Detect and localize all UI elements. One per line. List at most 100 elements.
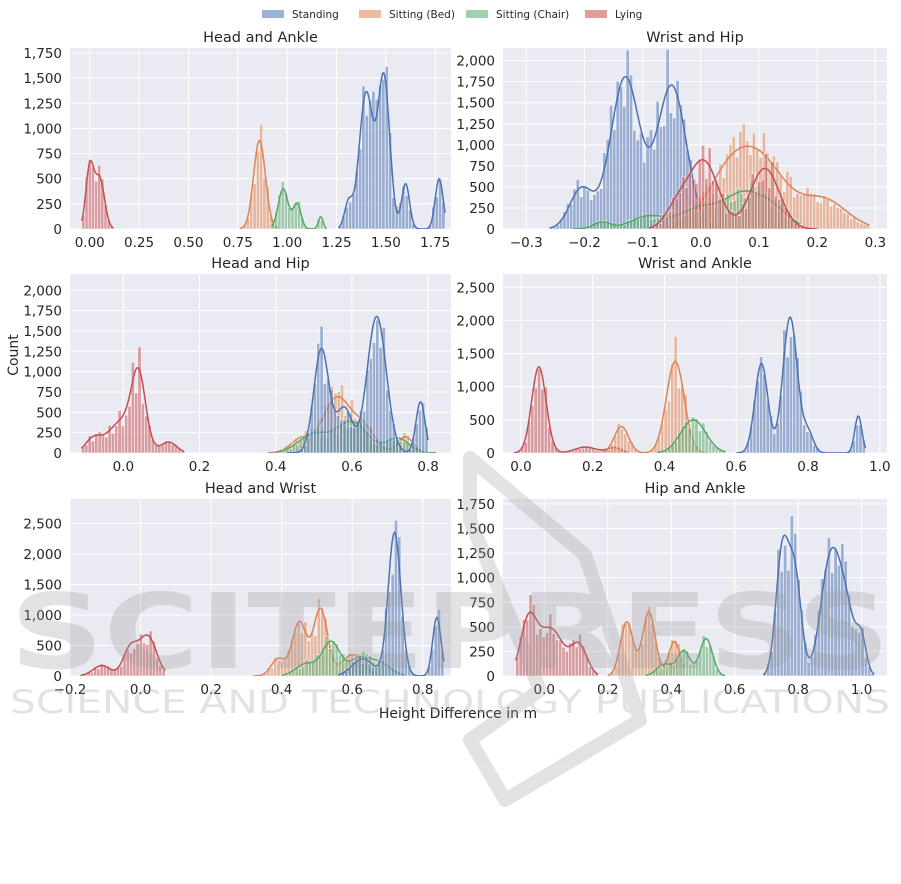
legend-item-sitting-bed-: Sitting (Bed) xyxy=(359,9,455,21)
histogram-bar xyxy=(355,424,360,453)
x-tick-label: 0.0 xyxy=(534,682,555,698)
histogram-bar xyxy=(100,178,105,229)
legend-label: Standing xyxy=(292,9,339,21)
y-tick-label: 1,000 xyxy=(456,571,495,587)
watermark-sub: SCIENCE AND TECHNOLOGY PUBLICATIONS xyxy=(10,683,890,721)
histogram-bar xyxy=(319,326,324,453)
legend-label: Sitting (Bed) xyxy=(389,9,455,21)
y-tick-label: 250 xyxy=(469,644,495,660)
histogram-bar xyxy=(117,410,122,453)
histogram-bar xyxy=(691,178,696,229)
histogram-bar xyxy=(434,196,439,229)
histogram-bar xyxy=(84,444,89,453)
y-tick-label: 1,500 xyxy=(23,577,62,593)
histogram-bar xyxy=(259,124,264,229)
histogram-bar xyxy=(808,192,813,229)
histogram-bar xyxy=(708,441,713,453)
plot-marks xyxy=(80,520,445,676)
y-tick-label: 0 xyxy=(486,669,495,685)
histogram-bar xyxy=(94,433,99,453)
histogram-bar xyxy=(668,210,672,229)
histogram-bar xyxy=(290,207,295,229)
panel-head-and-wrist: −0.2 0.0 0.2 0.4 0.6 0.8 0 500 1,000 1,500 2,000 2,… xyxy=(23,481,451,698)
histogram-bar xyxy=(375,319,380,453)
watermark-main: SCITEPRESS xyxy=(10,571,890,693)
panel-title: Wrist and Ankle xyxy=(638,256,752,272)
histogram-bar xyxy=(815,201,820,229)
x-tick-label: 0.0 xyxy=(510,459,531,475)
legend-label: Lying xyxy=(615,9,642,21)
histogram-bar xyxy=(594,449,599,453)
histogram-bar xyxy=(358,148,363,229)
y-tick-label: 1,250 xyxy=(456,117,495,133)
y-tick-label: 500 xyxy=(469,180,495,196)
histogram-bar xyxy=(822,195,827,229)
x-tick-label: 0.3 xyxy=(865,235,886,251)
y-tick-label: 1,000 xyxy=(456,138,495,154)
histogram-bar xyxy=(775,422,780,453)
y-tick-label: 1,500 xyxy=(456,347,495,363)
x-tick-label: 0.00 xyxy=(75,235,105,251)
y-tick-label: 2,500 xyxy=(456,280,495,296)
histogram-bar xyxy=(94,180,98,229)
histogram-bar xyxy=(352,427,357,453)
kde-line xyxy=(736,315,867,453)
x-tick-label: 0.8 xyxy=(417,459,438,475)
histogram-bar xyxy=(101,434,105,453)
series-sitting-bed- xyxy=(239,124,280,229)
histogram-bar xyxy=(597,450,602,453)
series-sitting-chair- xyxy=(645,635,726,676)
y-tick-label: 750 xyxy=(36,147,62,163)
histogram-bar xyxy=(612,129,617,229)
histogram-bar xyxy=(339,419,344,453)
x-tick-label: 0.4 xyxy=(654,459,675,475)
x-tick-label: 0.4 xyxy=(660,682,681,698)
histogram-bar xyxy=(855,221,860,229)
y-tick-label: 750 xyxy=(469,159,495,175)
x-tick-label: 0.2 xyxy=(597,682,618,698)
series-lying xyxy=(648,144,818,229)
y-tick-label: 750 xyxy=(469,595,495,611)
x-tick-label: −0.1 xyxy=(626,235,659,251)
series-sitting-chair- xyxy=(657,416,726,453)
histogram-bar xyxy=(91,166,95,229)
x-tick-label: 0.8 xyxy=(412,682,433,698)
histogram-bar xyxy=(720,192,725,229)
histogram-bar xyxy=(619,86,623,229)
histogram-bar xyxy=(368,99,373,229)
histogram-bar xyxy=(533,387,538,453)
plot-marks xyxy=(81,66,446,229)
x-tick-label: 0.8 xyxy=(787,682,808,698)
histogram-bar xyxy=(664,216,669,229)
histogram-bar xyxy=(569,204,574,229)
series-sitting-chair- xyxy=(270,181,328,229)
histogram-bar xyxy=(659,126,663,229)
legend-swatch xyxy=(262,10,284,18)
series-standing xyxy=(736,315,867,453)
y-tick-label: 500 xyxy=(469,620,495,636)
histogram-bar xyxy=(319,220,324,229)
histogram-bar xyxy=(620,428,624,453)
histogram-bar xyxy=(704,178,709,229)
y-tick-label: 2,000 xyxy=(23,283,62,299)
histogram-bar xyxy=(798,391,803,453)
legend-item-lying: Lying xyxy=(585,9,642,21)
panel-wrist-and-ankle: 0.0 0.2 0.4 0.6 0.8 1.0 0 500 1,000 1,500 2,000 2,5… xyxy=(456,256,890,475)
kde-line xyxy=(275,420,436,453)
y-tick-label: 1,500 xyxy=(23,71,62,87)
panel-wrist-and-hip: −0.3 −0.2 −0.1 0.0 0.1 0.2 0.3 0 250 500 750 1,000 1… xyxy=(456,30,887,251)
histogram-bar xyxy=(777,198,782,229)
histogram-bar xyxy=(547,427,552,453)
legend-label: Sitting (Chair) xyxy=(496,9,569,21)
panel-hip-and-ankle: 0.0 0.2 0.4 0.6 0.8 1.0 0 250 500 750 1,000 1,250 1,… xyxy=(456,481,887,698)
histogram-bar xyxy=(537,368,542,453)
histogram-bar xyxy=(805,187,810,229)
histogram-bar xyxy=(770,161,775,229)
histogram-bar xyxy=(437,609,441,676)
histogram-bar xyxy=(134,392,139,453)
y-tick-label: 500 xyxy=(469,413,495,429)
histogram-bar xyxy=(349,426,353,453)
kde-line xyxy=(337,530,445,676)
histogram-bar xyxy=(114,425,119,453)
histogram-bar xyxy=(381,78,386,229)
